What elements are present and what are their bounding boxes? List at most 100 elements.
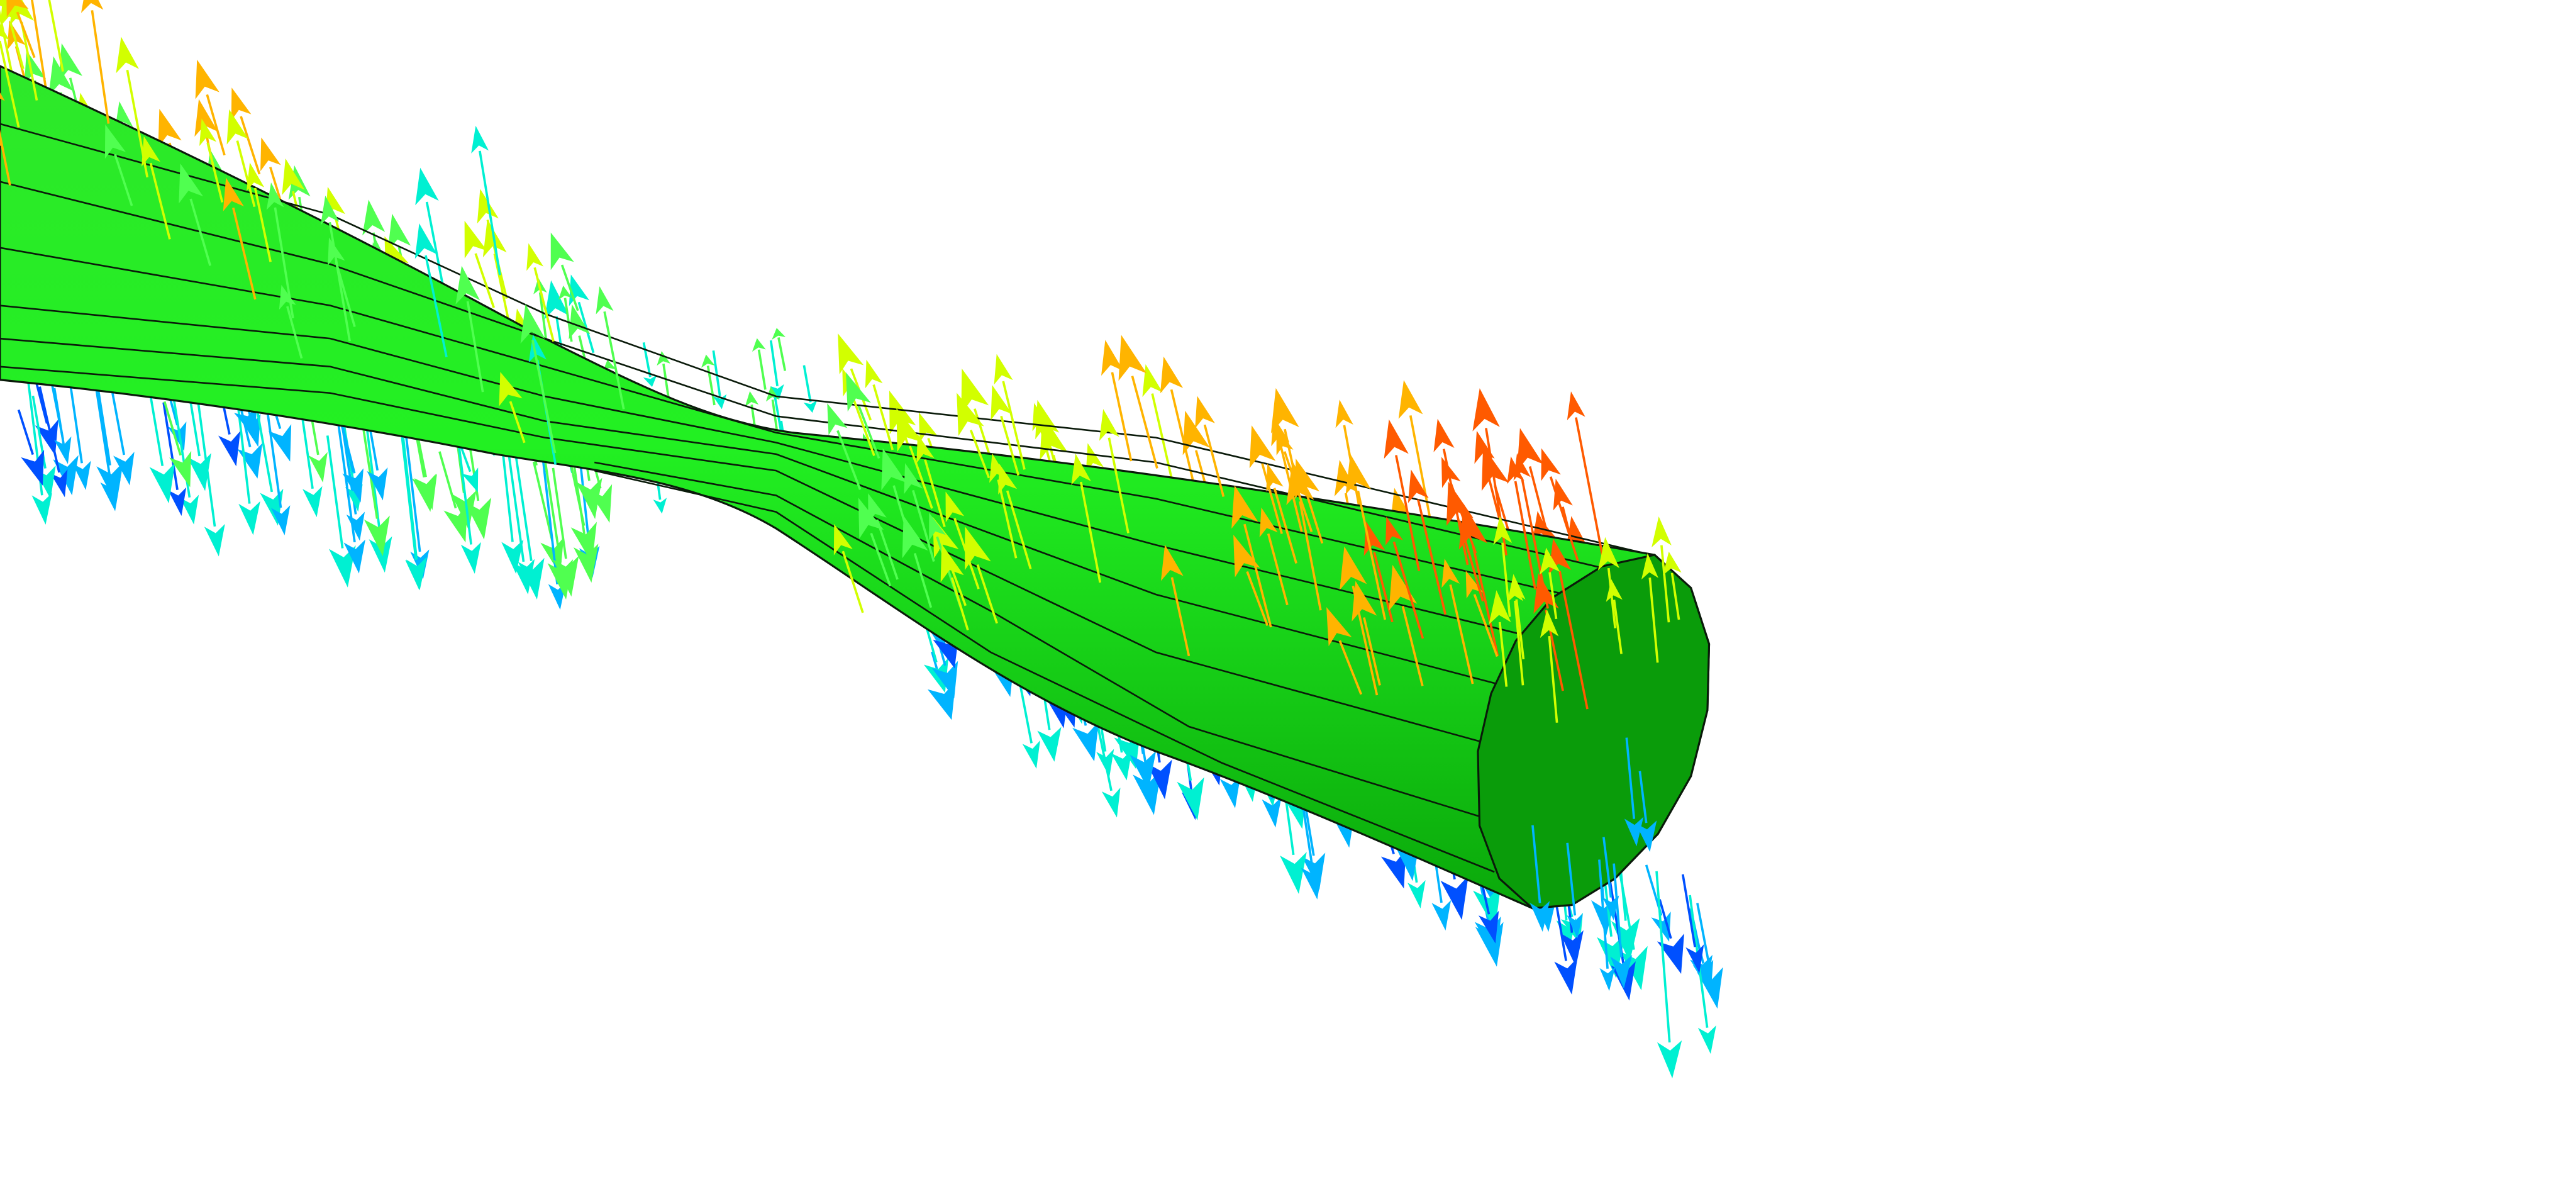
vector-arrow-icon [265, 402, 291, 535]
tube-band-line [594, 469, 1495, 873]
vector-arrow-icon [1681, 874, 1704, 973]
vector-arrow-icon [414, 223, 448, 357]
vector-arrow-icon [438, 451, 467, 543]
vector-arrow-icon [1540, 609, 1559, 723]
vector-arrow-icon [199, 118, 224, 203]
vector-arrow-icon [455, 265, 484, 393]
vector-arrow-icon [1507, 456, 1536, 590]
twisted-tube-surface [0, 65, 1711, 910]
vector-arrow-icon [868, 493, 899, 580]
vector-arrow-icon [833, 523, 864, 613]
vector-arrow-icon [1541, 448, 1579, 562]
vector-arrow-icon [104, 124, 133, 206]
vector-arrow-icon [0, 0, 25, 69]
vector-arrows-front [0, 0, 1682, 991]
vector-arrow-icon [457, 437, 482, 574]
vector-arrow-icon [541, 444, 574, 600]
vector-arrow-icon [179, 163, 212, 266]
vector-arrow-icon [0, 92, 11, 186]
vector-arrow-icon [940, 544, 969, 631]
vector-arrow-icon [1099, 409, 1130, 533]
vector-arrow-icon [1407, 469, 1447, 615]
vector-arrow-icon [865, 359, 894, 450]
vector-arrow-icon [1655, 871, 1682, 1079]
vector-arrow-icon [1094, 716, 1121, 818]
vector-arrow-icon [92, 374, 121, 511]
vector-arrow-icon [1539, 547, 1560, 620]
vector-arrow-icon [1326, 606, 1363, 695]
vector-arrow-icon [1635, 771, 1657, 852]
tube-band-line [0, 181, 1611, 571]
vector-arrow-icon [1160, 356, 1198, 496]
vector-arrow-icon [642, 342, 657, 388]
vector-arrow-icon [845, 372, 880, 459]
tube-band-line [0, 337, 1503, 686]
vector-arrow-icon [896, 408, 933, 509]
vector-arrow-icon [558, 285, 573, 342]
vector-arrow-icon [945, 491, 980, 589]
vector-arrow-icon [1657, 899, 1684, 974]
vector-arrow-icon [1018, 683, 1040, 769]
vector-arrow-icon [904, 463, 935, 562]
vector-arrow-icon [596, 286, 625, 410]
vector-arrow-icon [998, 463, 1032, 569]
tube-band-line [594, 461, 1484, 818]
vector-arrow-icon [1384, 419, 1421, 571]
vector-arrow-icon [336, 417, 365, 574]
vector-arrow-icon [1610, 863, 1633, 989]
vector-arrow-icon [48, 0, 64, 72]
vector-arrow-icon [266, 182, 294, 319]
vector-arrow-icon [802, 365, 818, 413]
vector-arrow-icon [320, 195, 351, 342]
vector-arrow-icon [1441, 559, 1474, 684]
vector-arrow-icon [712, 350, 727, 410]
vector-arrow-icon [1641, 553, 1659, 663]
vector-arrow-icon [1441, 457, 1477, 554]
vector-arrow-icon [1259, 507, 1289, 606]
vector-arrow-icon [752, 338, 767, 390]
vector-arrow-icon [1352, 581, 1381, 686]
vector-arrow-icon [769, 340, 784, 399]
vector-arrow-icon [195, 59, 226, 156]
vector-arrow-icon [1662, 551, 1682, 620]
vector-arrow-icon [31, 0, 50, 104]
vector-arrow-icon [1345, 454, 1387, 620]
vector-arrow-icon [1652, 516, 1672, 623]
vector-arrow-icon [916, 434, 946, 527]
tube-band-line [0, 366, 1487, 744]
vector-arrow-icon [1566, 842, 1583, 939]
vector-arrow-icon [827, 403, 862, 490]
vector-arrow-icon [957, 393, 991, 479]
vector-arrow-icon [142, 136, 171, 240]
vector-arrow-icon [38, 386, 68, 498]
vector-arrow-icon [520, 304, 557, 454]
vector-arrow-icon [1597, 537, 1619, 628]
vector-arrow-icon [0, 24, 20, 128]
vector-arrow-icon [965, 526, 998, 624]
vector-arrow-icon [499, 372, 526, 444]
vector-arrow-icon [1231, 485, 1272, 628]
vector-arrow-icon [80, 0, 110, 124]
vector-arrow-icon [526, 243, 555, 342]
vector-arrow-icon [464, 220, 495, 308]
tube-band-line [0, 304, 1528, 637]
vector-arrow-icon [772, 328, 787, 371]
tube-band-line [0, 247, 1566, 596]
tube-silhouette [0, 65, 1711, 910]
vector-arrow-icon [1458, 503, 1499, 656]
vector-arrow-icon [1160, 544, 1191, 657]
vector-arrow-icon [17, 409, 45, 486]
vector-arrow-icon [360, 414, 390, 557]
vector-arrow-icon [1624, 737, 1644, 847]
vector-arrow-icon [1249, 425, 1283, 534]
vector-arrow-icon [1266, 463, 1297, 564]
vector-arrow-icon [1530, 825, 1550, 932]
vector-arrow-icon [1507, 574, 1526, 660]
vector-arrow-icon [1233, 535, 1269, 627]
vector-arrow-icon [223, 177, 257, 300]
vector-arrow-icon [163, 401, 192, 488]
vector-arrow-icon [231, 87, 261, 175]
vector-arrow-icon [1101, 340, 1133, 462]
